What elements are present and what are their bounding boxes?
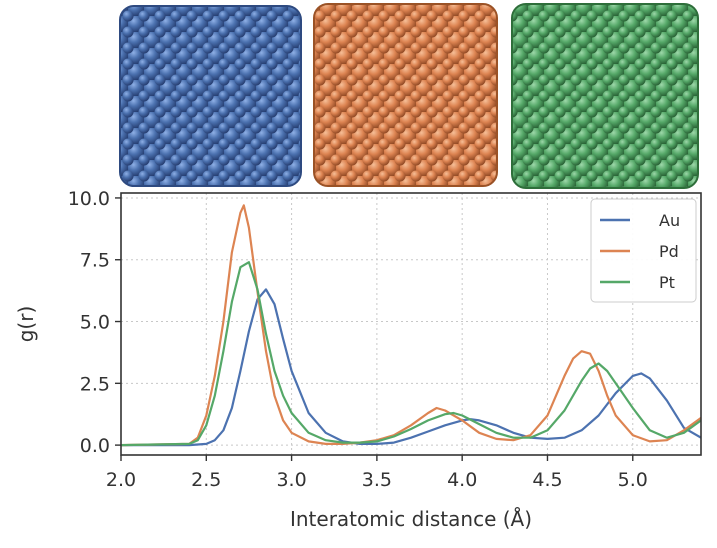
x-tick-label: 4.5: [532, 469, 562, 491]
x-tick-label: 2.0: [106, 469, 136, 491]
x-tick-label: 2.5: [191, 469, 221, 491]
y-tick-label: 10.0: [68, 188, 110, 210]
x-tick-label: 3.0: [276, 469, 306, 491]
series-layer: [121, 204, 701, 447]
y-tick-label: 5.0: [80, 312, 110, 334]
series-line-pd: [121, 204, 701, 447]
legend-label-pt: Pt: [659, 273, 675, 292]
y-tick-label: 0.0: [80, 435, 110, 457]
legend-label-au: Au: [659, 211, 680, 230]
pd-nanocube-image: [313, 3, 498, 187]
y-axis: 0.0 2.5 5.0 7.5 10.0: [68, 188, 121, 457]
y-axis-label: g(r): [14, 306, 38, 343]
x-tick-label: 3.5: [362, 469, 392, 491]
x-axis: 2.0 2.5 3.0 3.5 4.0 4.5 5.0: [106, 455, 648, 491]
x-tick-label: 4.0: [447, 469, 477, 491]
legend-box: [590, 198, 697, 303]
legend-label-pd: Pd: [659, 242, 679, 261]
x-tick-label: 5.0: [618, 469, 648, 491]
legend: Au Pd Pt: [590, 198, 697, 303]
plot-frame: [120, 192, 702, 456]
y-tick-label: 7.5: [80, 250, 110, 272]
y-tick-label: 2.5: [80, 373, 110, 395]
x-axis-label: Interatomic distance (Å): [290, 507, 532, 531]
au-nanocube-image: [119, 5, 302, 187]
plot-area: 2.0 2.5 3.0 3.5 4.0 4.5 5.0 0.0 2.5 5.0 7.5 10.0: [68, 188, 702, 491]
pt-nanocube-image: [511, 3, 699, 189]
series-line-pt: [121, 261, 701, 447]
